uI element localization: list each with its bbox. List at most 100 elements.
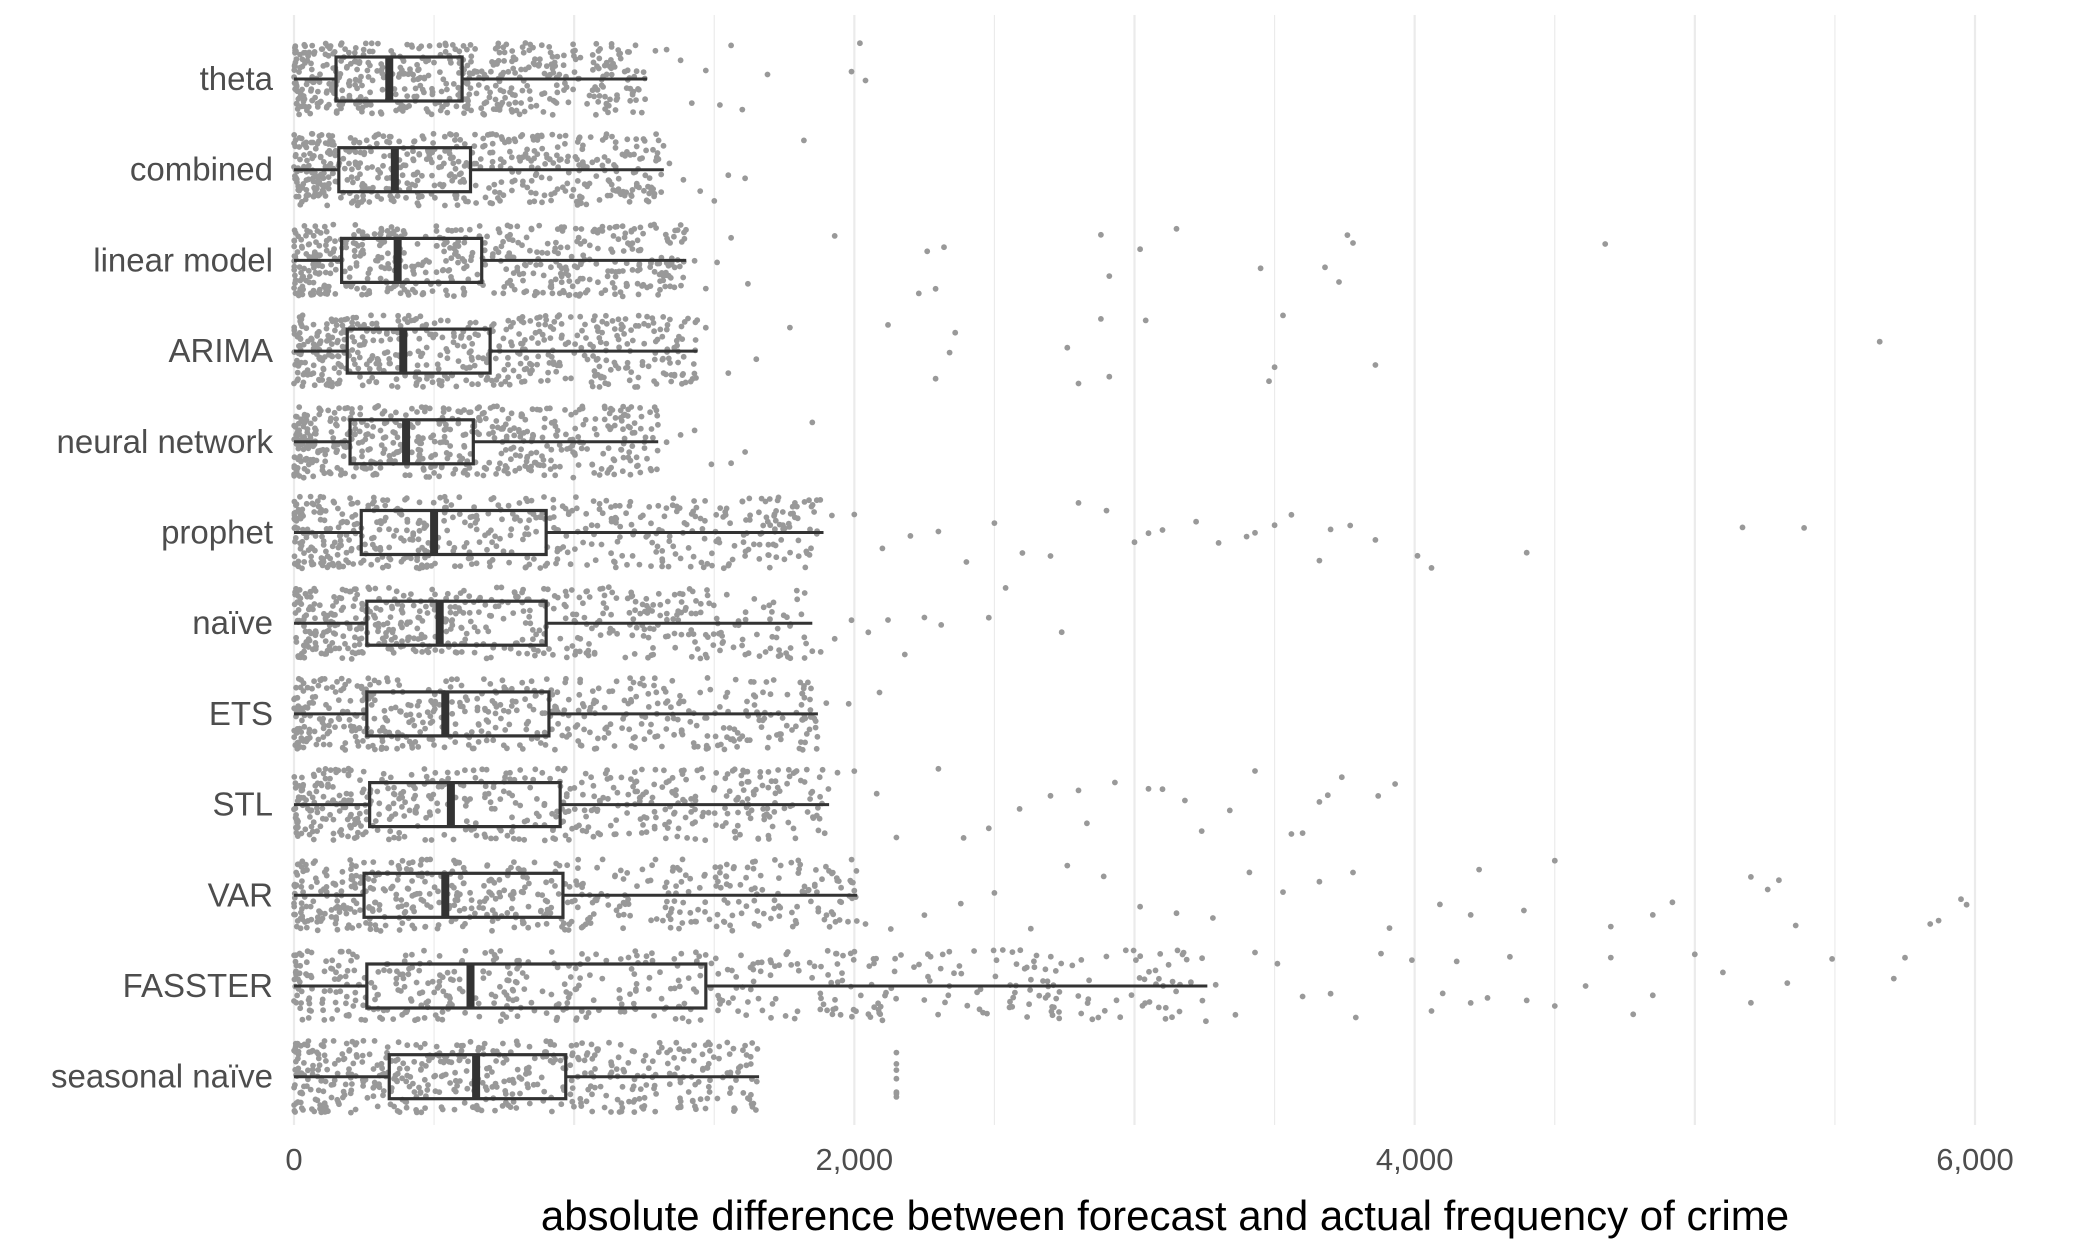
data-point <box>384 288 391 295</box>
data-point <box>702 837 709 844</box>
data-point <box>480 135 487 142</box>
data-point <box>498 426 504 432</box>
data-point <box>466 334 473 341</box>
data-point <box>343 790 350 797</box>
data-point <box>790 825 797 832</box>
data-point <box>669 774 676 781</box>
data-point <box>293 56 300 62</box>
data-point <box>362 40 369 47</box>
data-point <box>560 62 567 69</box>
data-point <box>296 144 303 150</box>
outlier-point <box>1344 232 1351 239</box>
data-point <box>579 327 585 334</box>
data-point <box>643 595 650 602</box>
data-point <box>670 543 677 550</box>
data-point <box>491 290 497 296</box>
data-point <box>692 513 699 520</box>
data-point <box>577 313 584 320</box>
data-point <box>326 627 332 634</box>
data-point <box>794 596 801 603</box>
data-point <box>550 505 557 511</box>
data-point <box>648 721 654 728</box>
data-point <box>455 243 462 250</box>
data-point <box>518 446 524 453</box>
data-point <box>607 822 614 829</box>
data-point <box>432 194 438 201</box>
data-point <box>504 280 511 286</box>
data-point <box>350 561 357 567</box>
data-point <box>348 545 355 552</box>
data-point <box>593 173 600 180</box>
data-point <box>316 767 322 773</box>
data-point <box>403 412 409 418</box>
data-point <box>326 80 333 87</box>
outlier-point <box>1098 231 1104 238</box>
data-point <box>464 96 471 102</box>
data-point <box>502 94 508 101</box>
data-point <box>401 833 408 840</box>
data-point <box>489 140 496 147</box>
data-point <box>431 320 438 327</box>
data-point <box>335 360 342 367</box>
data-point <box>677 909 683 915</box>
data-point <box>440 76 447 83</box>
data-point <box>543 316 550 323</box>
data-point <box>370 424 377 430</box>
data-point <box>657 278 663 284</box>
data-point <box>330 837 337 843</box>
data-point <box>408 317 415 324</box>
data-point <box>369 535 375 542</box>
data-point <box>628 369 635 375</box>
data-point <box>334 551 341 558</box>
data-point <box>453 132 460 138</box>
data-point <box>774 625 781 632</box>
data-point <box>357 94 364 100</box>
data-point <box>677 555 684 562</box>
data-point <box>422 725 428 732</box>
data-point <box>331 365 338 372</box>
data-point <box>472 774 479 781</box>
data-point <box>626 449 633 456</box>
data-point <box>325 407 332 414</box>
data-point <box>444 86 450 93</box>
data-point <box>629 91 636 98</box>
data-point <box>629 632 636 639</box>
data-point <box>342 46 348 52</box>
data-point <box>453 248 459 255</box>
data-point <box>519 636 526 643</box>
data-point <box>548 457 554 464</box>
data-point <box>671 591 678 598</box>
data-point <box>298 243 305 250</box>
data-point <box>489 158 496 165</box>
data-point <box>316 133 323 139</box>
data-point <box>512 452 519 458</box>
data-point <box>426 809 433 816</box>
data-point <box>807 696 813 703</box>
data-point <box>808 898 814 905</box>
data-point <box>631 226 638 232</box>
data-point <box>496 49 503 56</box>
data-point <box>664 598 671 605</box>
data-point <box>497 460 503 467</box>
data-point <box>587 134 594 141</box>
data-point <box>570 186 577 193</box>
data-point <box>307 493 314 500</box>
data-point <box>692 797 699 804</box>
data-point <box>664 715 671 722</box>
data-point <box>622 152 628 159</box>
data-point <box>605 381 612 388</box>
data-point <box>308 60 314 67</box>
data-point <box>519 589 525 596</box>
data-point <box>607 192 614 199</box>
data-point <box>375 131 382 138</box>
data-point <box>476 223 483 229</box>
data-point <box>593 111 599 118</box>
data-point <box>451 544 458 551</box>
data-point <box>530 270 537 277</box>
data-point <box>426 474 433 480</box>
data-point <box>520 277 526 284</box>
data-point <box>371 677 378 684</box>
data-point <box>563 791 570 797</box>
data-point <box>508 703 515 709</box>
data-point <box>657 286 663 293</box>
